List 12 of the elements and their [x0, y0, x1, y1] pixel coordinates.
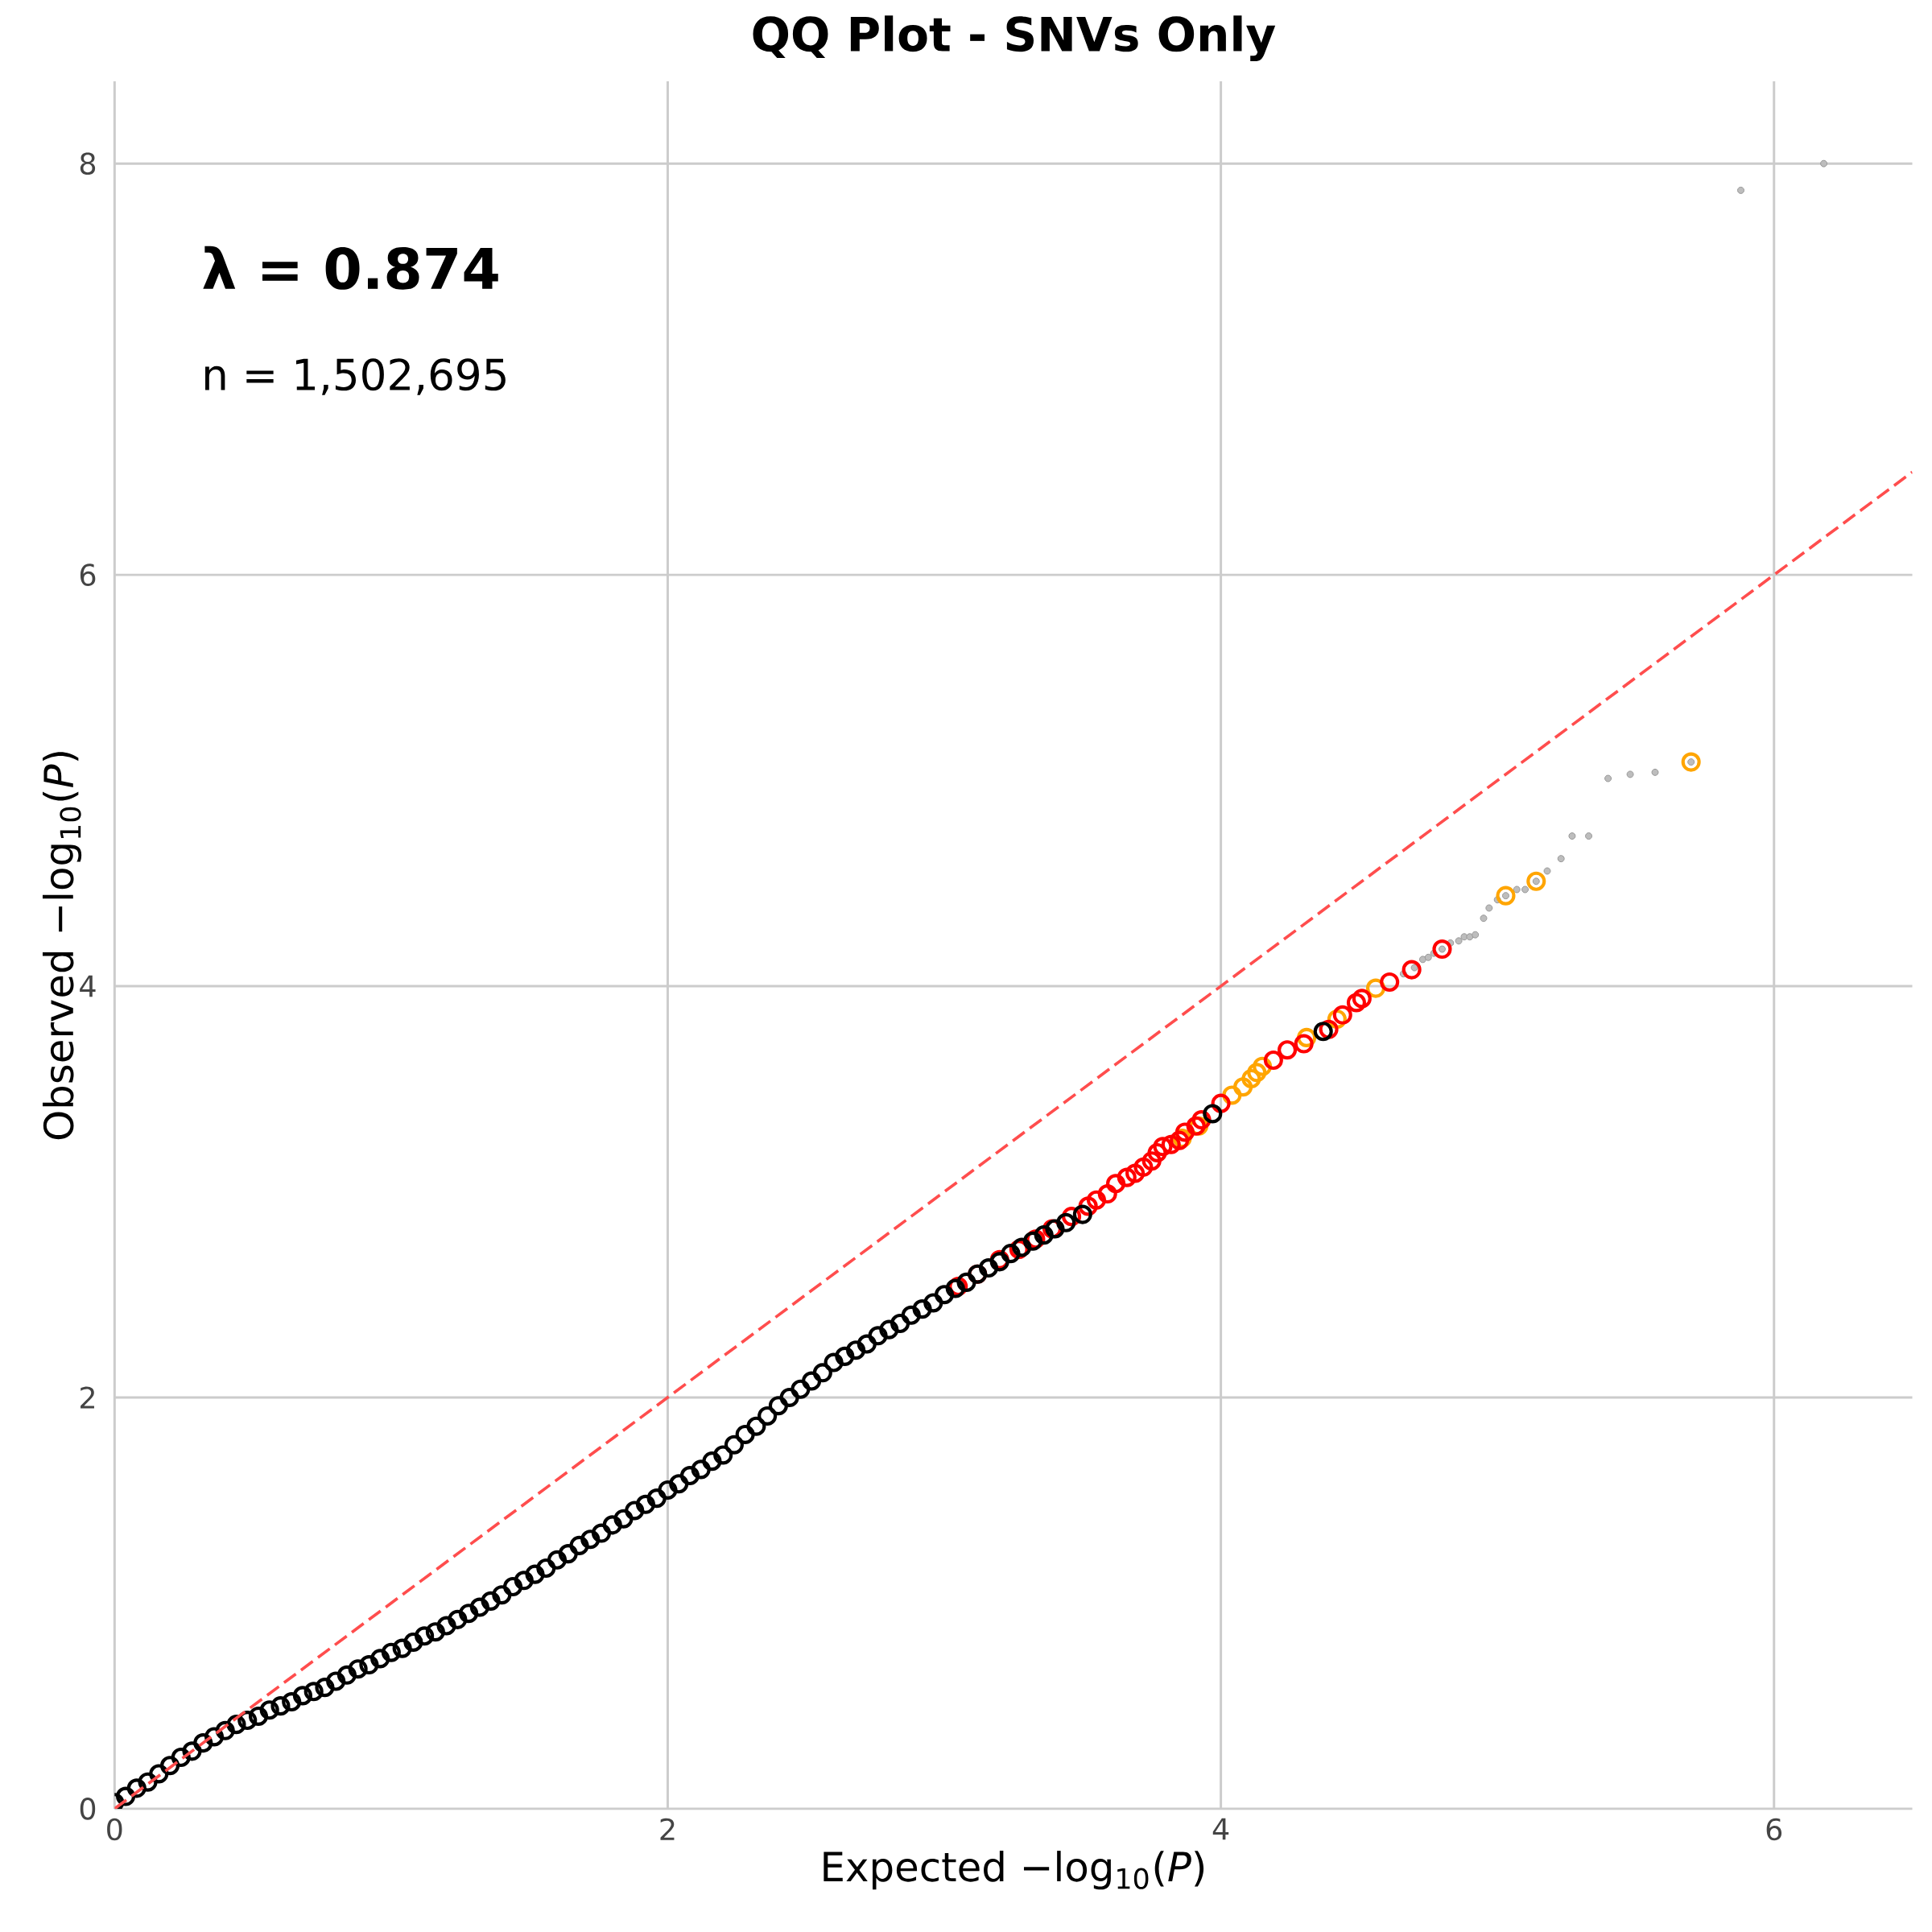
chart-title: QQ Plot - SNVs Only [753, 15, 1276, 62]
x-axis-title: Expected −log$_{10}$(P) [824, 1851, 1204, 1890]
y-tick-label: 8 [80, 152, 96, 175]
y-tick-label: 6 [80, 564, 96, 586]
x-tick-label: 2 [660, 1818, 675, 1840]
annotation: n = 1,502,695 [205, 358, 506, 395]
annotation: λ = 0.874 [203, 246, 498, 290]
x-tick-label: 0 [107, 1818, 122, 1841]
x-tick-label: 6 [1766, 1818, 1782, 1841]
x-tick-label: 4 [1212, 1818, 1229, 1840]
y-tick-label: 0 [80, 1798, 96, 1820]
y-tick-label: 2 [80, 1386, 94, 1409]
